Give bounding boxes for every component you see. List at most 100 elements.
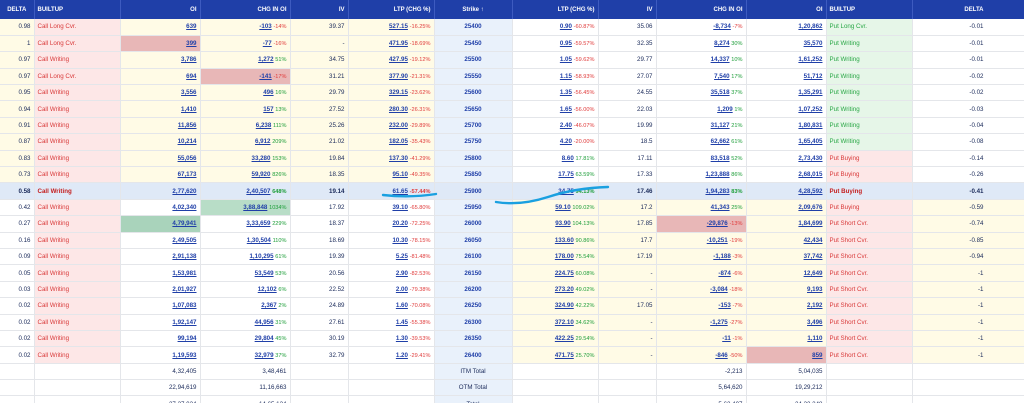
call-chg-oi-cell[interactable]: 2,40,507 648% [200, 182, 291, 200]
call-chg-oi-value[interactable]: 1,272 [258, 56, 274, 64]
call-ltp-value[interactable]: 1.30 [395, 335, 408, 343]
call-oi-value[interactable]: 399 [186, 40, 197, 48]
put-oi-value[interactable]: 859 [812, 351, 823, 359]
put-chg-oi-cell[interactable]: -846 -50% [656, 346, 747, 364]
put-ltp-cell[interactable]: 422.25 29.54% [512, 330, 599, 348]
put-oi-value[interactable]: 1,80,831 [798, 122, 823, 130]
strike-cell[interactable]: 25700 [434, 117, 513, 135]
strike-cell[interactable]: 26200 [434, 281, 513, 299]
call-chg-oi-cell[interactable]: 29,804 45% [200, 330, 291, 348]
put-ltp-cell[interactable]: 178.00 75.54% [512, 248, 599, 266]
call-oi-value[interactable]: 55,056 [177, 154, 197, 162]
header-ltp-put[interactable]: LTP (CHG %) [512, 0, 599, 19]
call-ltp-cell[interactable]: 61.65 -57.44% [348, 182, 435, 200]
header-ltp-call[interactable]: LTP (CHG %) [348, 0, 435, 19]
put-oi-value[interactable]: 51,712 [803, 72, 823, 80]
call-chg-oi-cell[interactable]: -77 -16% [200, 35, 291, 53]
put-chg-oi-cell[interactable]: 14,337 10% [656, 51, 747, 69]
call-oi-value[interactable]: 3,556 [181, 89, 197, 97]
header-iv-put[interactable]: IV [598, 0, 657, 19]
strike-cell[interactable]: 25600 [434, 84, 513, 102]
call-oi-cell[interactable]: 2,49,505 [120, 232, 201, 249]
put-chg-oi-cell[interactable]: -1,275 -27% [656, 314, 747, 331]
call-ltp-value[interactable]: 329.15 [388, 89, 408, 97]
call-ltp-value[interactable]: 5.25 [395, 253, 408, 261]
put-ltp-cell[interactable]: 0.90 -60.87% [512, 19, 599, 36]
call-oi-cell[interactable]: 4,02,340 [120, 199, 201, 217]
call-chg-oi-cell[interactable]: 59,920 826% [200, 166, 291, 184]
call-oi-value[interactable]: 1,92,147 [172, 318, 197, 326]
put-oi-cell[interactable]: 37,742 [746, 248, 827, 266]
strike-cell[interactable]: 26400 [434, 346, 513, 364]
put-chg-oi-cell[interactable]: -8,734 -7% [656, 19, 747, 36]
put-chg-oi-cell[interactable]: -29,876 -13% [656, 215, 747, 233]
put-oi-value[interactable]: 9,193 [807, 285, 823, 293]
call-ltp-cell[interactable]: 232.00 -29.89% [348, 117, 435, 135]
put-chg-oi-value[interactable]: -8,734 [713, 23, 731, 31]
strike-cell[interactable]: 25750 [434, 133, 513, 151]
put-ltp-cell[interactable]: 93.90 104.13% [512, 215, 599, 233]
put-ltp-value[interactable]: 422.25 [554, 335, 574, 343]
put-oi-cell[interactable]: 1,07,252 [746, 100, 827, 118]
call-chg-oi-value[interactable]: 29,804 [254, 335, 274, 343]
put-chg-oi-cell[interactable]: 1,209 1% [656, 100, 747, 118]
put-oi-value[interactable]: 12,649 [803, 269, 823, 277]
put-oi-value[interactable]: 42,434 [803, 236, 823, 244]
call-oi-value[interactable]: 639 [186, 23, 197, 31]
call-chg-oi-value[interactable]: 59,920 [251, 171, 271, 179]
call-ltp-cell[interactable]: 1.60 -70.08% [348, 297, 435, 315]
call-ltp-value[interactable]: 377.90 [388, 72, 408, 80]
put-ltp-cell[interactable]: 224.75 60.08% [512, 264, 599, 282]
put-oi-cell[interactable]: 1,20,862 [746, 19, 827, 36]
call-oi-value[interactable]: 99,194 [177, 335, 197, 343]
put-ltp-value[interactable]: 2.40 [559, 122, 572, 130]
put-ltp-value[interactable]: 0.95 [559, 40, 572, 48]
strike-cell[interactable]: 26350 [434, 330, 513, 348]
call-oi-value[interactable]: 3,786 [181, 56, 197, 64]
put-chg-oi-cell[interactable]: -10,251 -19% [656, 232, 747, 249]
put-chg-oi-value[interactable]: 8,274 [714, 40, 730, 48]
put-ltp-value[interactable]: 34.75 [558, 187, 574, 195]
call-ltp-cell[interactable]: 20.20 -72.25% [348, 215, 435, 233]
call-ltp-value[interactable]: 232.00 [388, 122, 408, 130]
call-oi-value[interactable]: 2,01,927 [172, 285, 197, 293]
call-chg-oi-cell[interactable]: 44,956 31% [200, 314, 291, 331]
call-ltp-cell[interactable]: 2.00 -79.38% [348, 281, 435, 299]
put-oi-value[interactable]: 35,570 [803, 40, 823, 48]
call-ltp-cell[interactable]: 95.10 -49.35% [348, 166, 435, 184]
put-oi-cell[interactable]: 42,434 [746, 232, 827, 249]
call-chg-oi-cell[interactable]: 1,30,504 110% [200, 232, 291, 249]
put-chg-oi-cell[interactable]: 35,518 37% [656, 84, 747, 102]
strike-cell[interactable]: 25450 [434, 35, 513, 53]
put-oi-value[interactable]: 1,07,252 [798, 105, 823, 113]
call-oi-cell[interactable]: 694 [120, 68, 201, 86]
put-oi-cell[interactable]: 1,65,405 [746, 133, 827, 151]
put-oi-cell[interactable]: 2,68,015 [746, 166, 827, 184]
call-ltp-value[interactable]: 280.30 [388, 105, 408, 113]
put-chg-oi-value[interactable]: 1,23,888 [705, 171, 730, 179]
call-ltp-value[interactable]: 527.15 [388, 23, 408, 31]
call-chg-oi-value[interactable]: 12,102 [257, 285, 277, 293]
call-oi-value[interactable]: 1,410 [181, 105, 197, 113]
put-oi-value[interactable]: 1,65,405 [798, 138, 823, 146]
put-chg-oi-cell[interactable]: 31,127 21% [656, 117, 747, 135]
put-chg-oi-value[interactable]: 1,209 [717, 105, 733, 113]
strike-cell[interactable]: 25550 [434, 68, 513, 86]
call-chg-oi-cell[interactable]: -141 -17% [200, 68, 291, 86]
call-oi-cell[interactable]: 3,556 [120, 84, 201, 102]
call-oi-cell[interactable]: 1,19,593 [120, 346, 201, 364]
call-oi-cell[interactable]: 2,01,927 [120, 281, 201, 299]
call-ltp-value[interactable]: 61.65 [392, 187, 408, 195]
strike-cell[interactable]: 25950 [434, 199, 513, 217]
call-oi-value[interactable]: 10,214 [177, 138, 197, 146]
put-chg-oi-cell[interactable]: -874 -6% [656, 264, 747, 282]
call-oi-cell[interactable]: 10,214 [120, 133, 201, 151]
call-chg-oi-value[interactable]: 2,40,507 [246, 187, 271, 195]
header-delta-put[interactable]: DELTA [912, 0, 1024, 19]
put-chg-oi-value[interactable]: 83,518 [710, 154, 730, 162]
put-chg-oi-value[interactable]: -1,188 [713, 253, 731, 261]
put-chg-oi-cell[interactable]: -11 -1% [656, 330, 747, 348]
strike-cell[interactable]: 25800 [434, 150, 513, 168]
put-ltp-value[interactable]: 1.35 [559, 89, 572, 97]
call-chg-oi-value[interactable]: 496 [263, 89, 274, 97]
